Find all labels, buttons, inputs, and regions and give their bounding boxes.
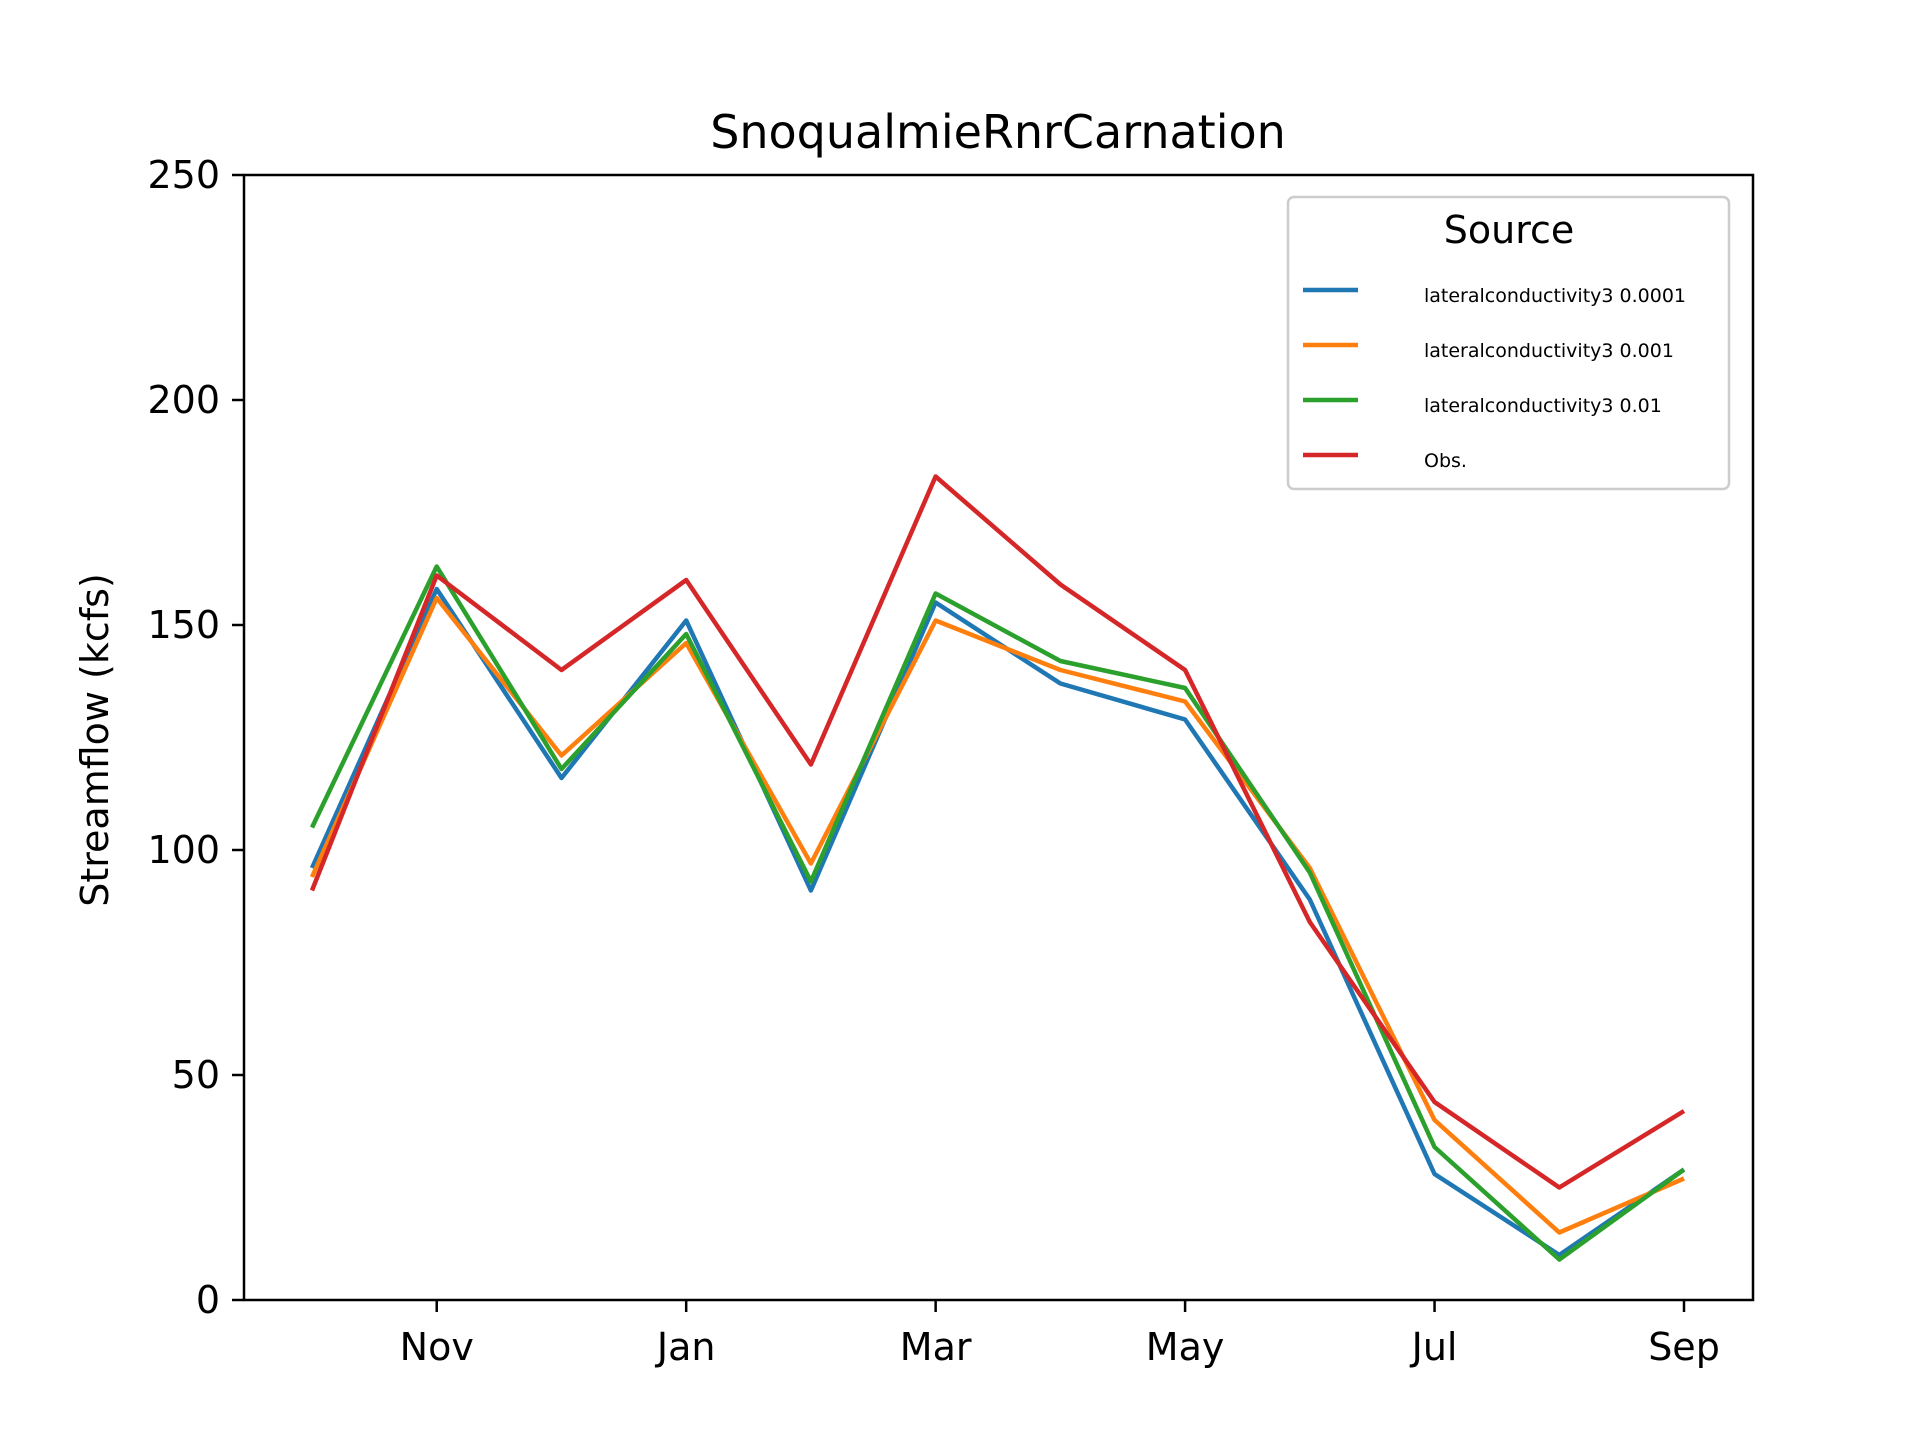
y-tick-label: 250 xyxy=(147,153,220,197)
x-tick-label: May xyxy=(1146,1325,1225,1369)
series-line-1 xyxy=(309,586,1686,1258)
y-tick-label: 50 xyxy=(172,1053,220,1097)
legend-label-1: lateralconductivity3 0.0001 xyxy=(1424,285,1686,307)
y-tick-label: 200 xyxy=(147,378,220,422)
x-tick-label: Jan xyxy=(655,1325,716,1369)
series-layer xyxy=(309,474,1686,1262)
x-tick-label: Sep xyxy=(1648,1325,1720,1369)
y-tick-label: 100 xyxy=(147,828,220,872)
tick-layer: 0 50 100 150 200 250 Nov Jan Mar May Jul Sep xyxy=(147,153,1719,1369)
chart-title: SnoqualmieRnrCarnation xyxy=(710,105,1286,159)
series-line-2 xyxy=(309,595,1685,1235)
legend: Source lateralconductivity3 0.0001latera… xyxy=(1286,195,1731,491)
y-axis-label: Streamflow (kcfs) xyxy=(73,573,117,907)
x-tick-label: Mar xyxy=(900,1325,972,1369)
legend-box xyxy=(1286,195,1731,491)
series-line-4 xyxy=(309,474,1686,1190)
legend-title: Source xyxy=(1444,208,1575,252)
legend-label-3: lateralconductivity3 0.01 xyxy=(1424,395,1662,417)
legend-entries: lateralconductivity3 0.0001 lateralconduc… xyxy=(1303,285,1686,472)
legend-label-4: Obs. xyxy=(1424,450,1467,472)
x-tick-label: Nov xyxy=(400,1325,474,1369)
series-line-3 xyxy=(309,564,1686,1262)
x-tick-label: Jul xyxy=(1410,1325,1458,1369)
y-tick-label: 0 xyxy=(196,1278,220,1322)
y-tick-label: 150 xyxy=(147,603,220,647)
plot-frame xyxy=(242,173,1755,1302)
legend-label-2: lateralconductivity3 0.001 xyxy=(1424,340,1674,362)
